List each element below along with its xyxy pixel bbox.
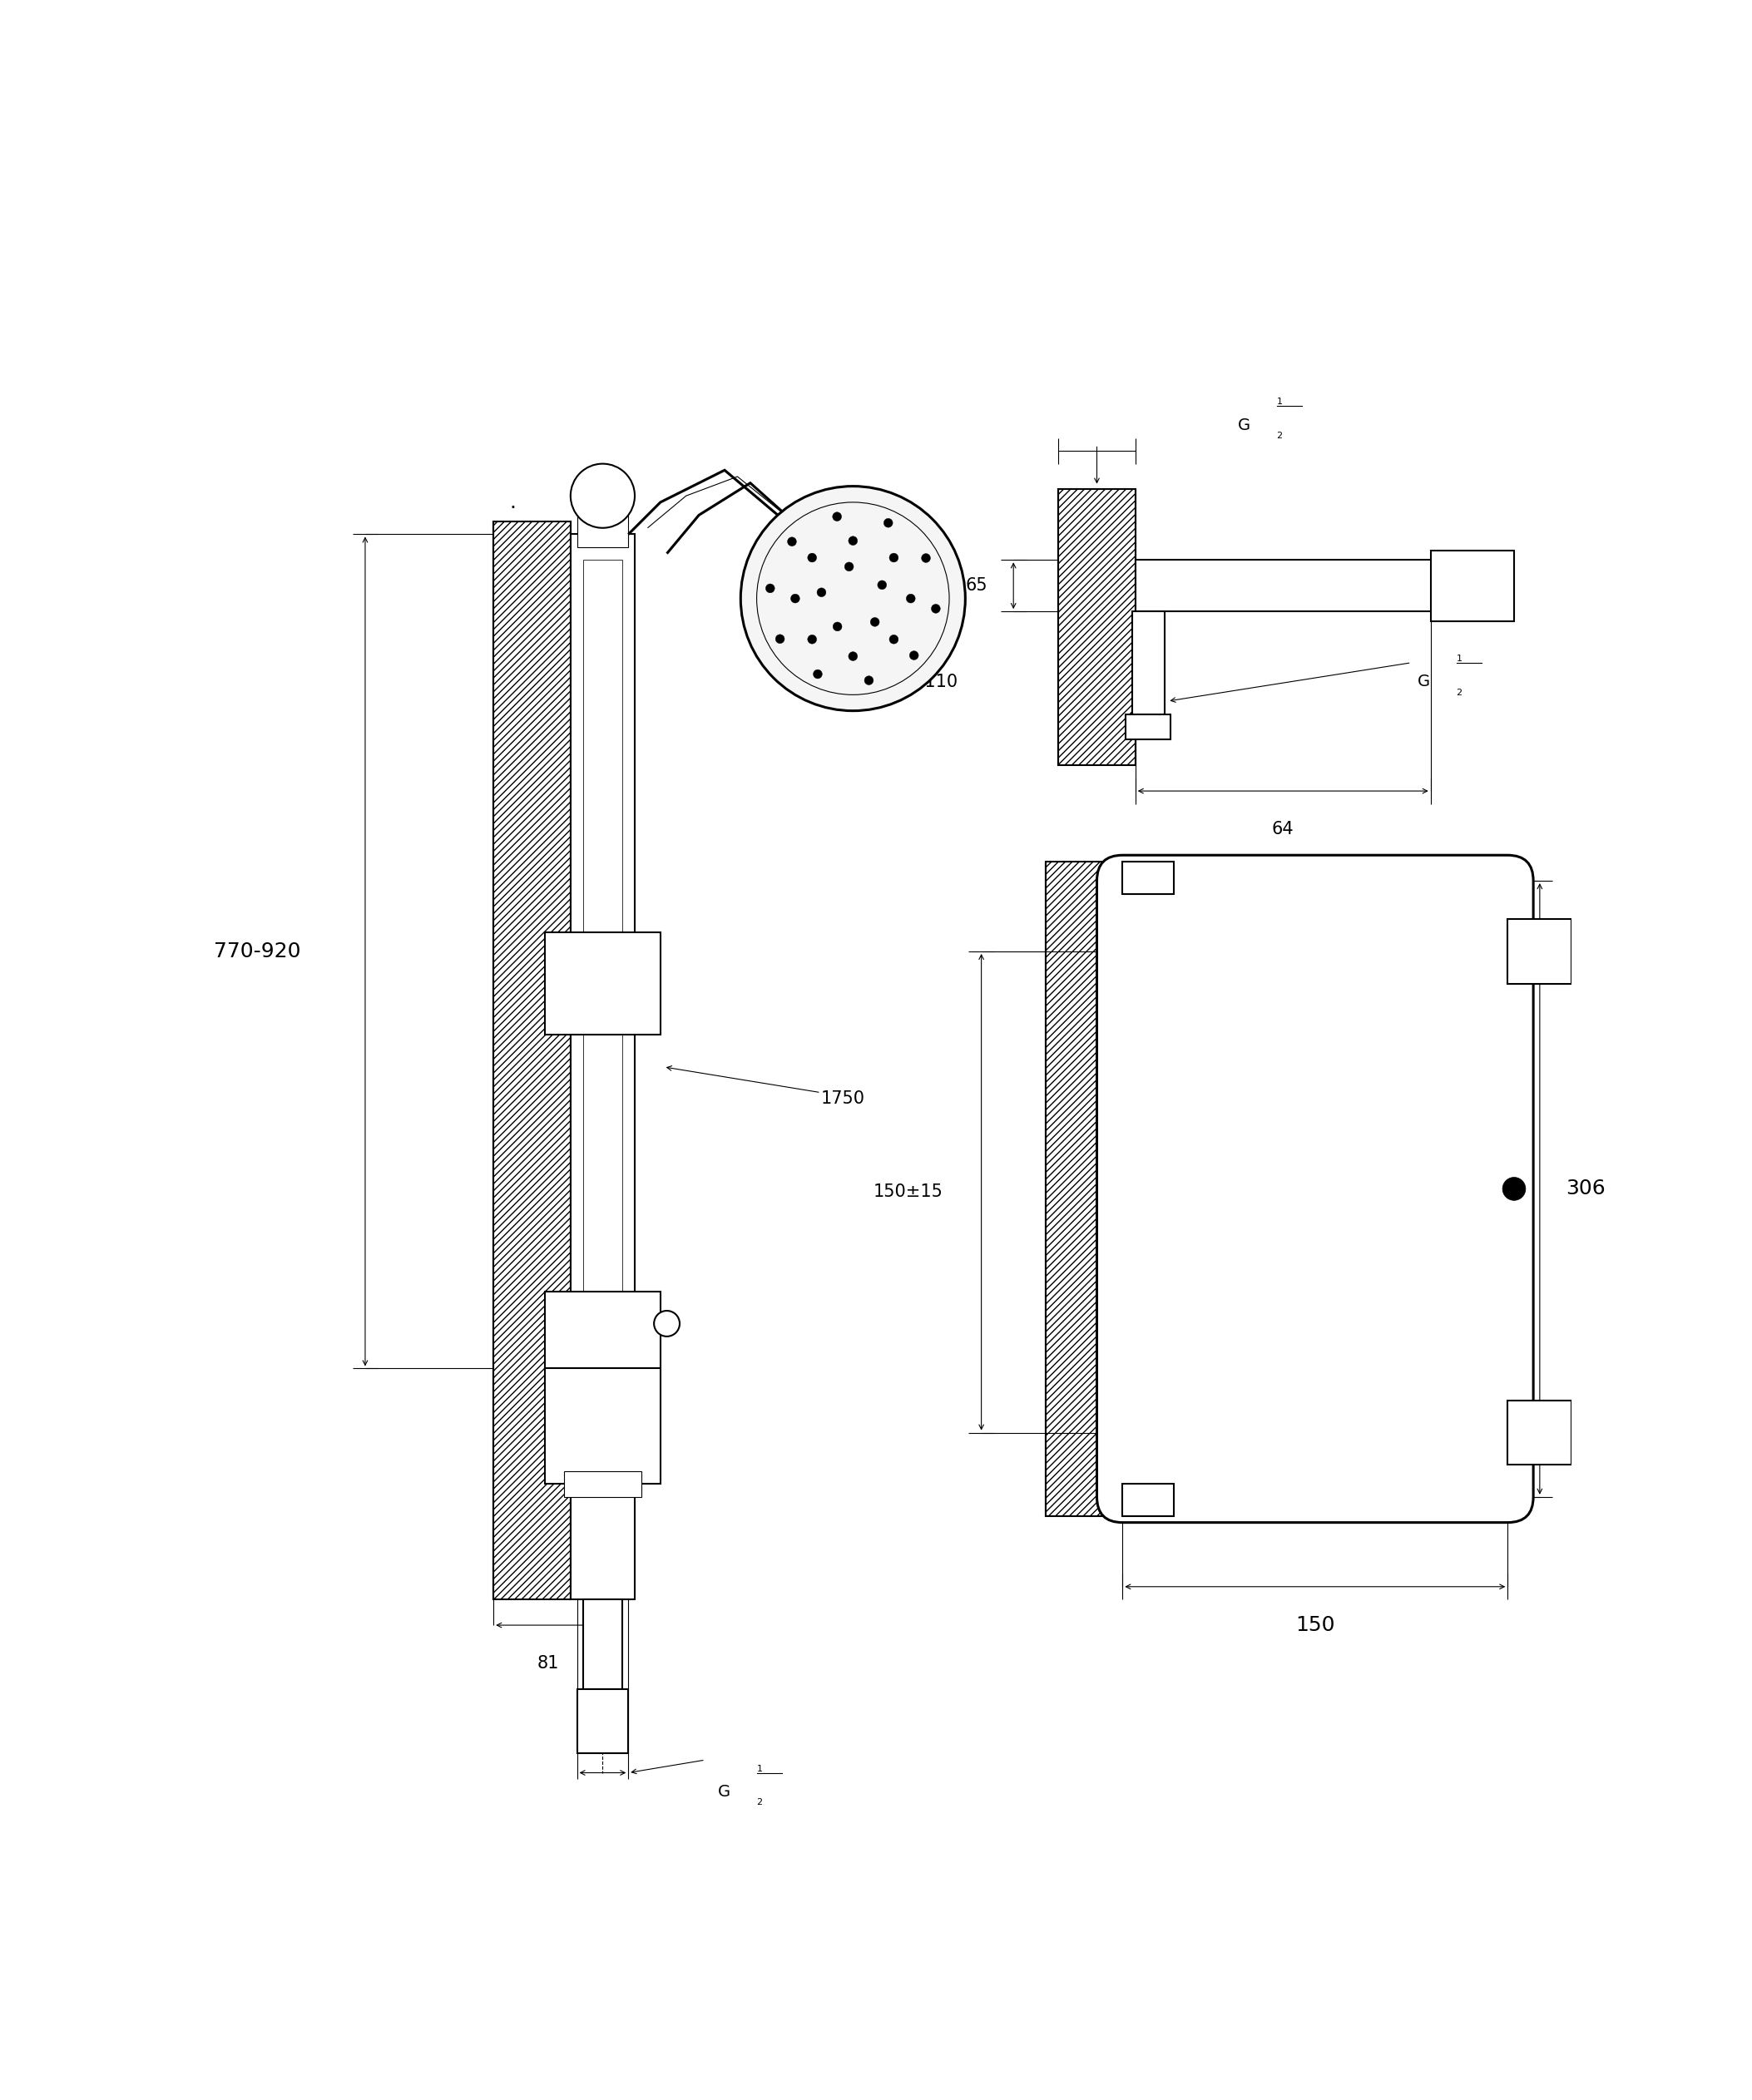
Bar — [1123, 861, 1174, 895]
Bar — [1135, 561, 1508, 611]
Bar — [576, 508, 629, 548]
Text: 2: 2 — [1456, 689, 1463, 697]
Text: 306: 306 — [1566, 1178, 1605, 1199]
Circle shape — [832, 512, 841, 521]
Bar — [545, 932, 661, 1035]
Circle shape — [808, 552, 816, 563]
Bar — [545, 1292, 661, 1369]
Circle shape — [909, 651, 918, 659]
Text: .: . — [510, 491, 517, 512]
Circle shape — [808, 634, 816, 645]
Bar — [1058, 489, 1135, 764]
Circle shape — [653, 1310, 680, 1336]
Bar — [545, 1369, 661, 1485]
Text: 1: 1 — [1277, 397, 1282, 405]
Bar — [1431, 550, 1514, 622]
Circle shape — [790, 594, 799, 603]
Circle shape — [932, 605, 941, 613]
Circle shape — [922, 554, 930, 563]
Text: 2: 2 — [1277, 433, 1282, 441]
Text: 112: 112 — [587, 1457, 618, 1472]
Bar — [576, 1688, 629, 1754]
Text: 2: 2 — [757, 1798, 762, 1806]
Circle shape — [883, 519, 894, 527]
Circle shape — [864, 676, 874, 685]
Circle shape — [766, 584, 774, 592]
Text: G: G — [1239, 418, 1251, 433]
Circle shape — [890, 552, 899, 563]
Circle shape — [787, 538, 797, 546]
Text: G: G — [718, 1785, 731, 1800]
Circle shape — [757, 502, 950, 695]
Circle shape — [844, 563, 853, 571]
Circle shape — [871, 617, 880, 626]
Circle shape — [832, 622, 843, 632]
Bar — [1132, 611, 1165, 714]
Text: 1: 1 — [1456, 655, 1463, 664]
Text: 1: 1 — [757, 1764, 762, 1772]
Bar — [583, 1600, 622, 1688]
Bar — [1123, 1485, 1174, 1516]
Text: 64: 64 — [1272, 821, 1295, 838]
Circle shape — [1503, 1178, 1526, 1201]
Text: 770-920: 770-920 — [214, 941, 301, 962]
FancyBboxPatch shape — [1097, 855, 1533, 1522]
Bar — [571, 533, 634, 1369]
Text: 81: 81 — [538, 1655, 559, 1672]
Text: G: G — [1417, 674, 1430, 689]
Bar — [494, 521, 571, 1600]
Circle shape — [816, 588, 825, 596]
Text: 1750: 1750 — [822, 1090, 865, 1107]
Circle shape — [848, 651, 857, 662]
Circle shape — [848, 536, 857, 546]
Bar — [1046, 861, 1123, 1516]
Circle shape — [571, 464, 634, 527]
Bar — [1508, 1401, 1572, 1466]
Bar — [583, 561, 622, 1342]
Text: 150±15: 150±15 — [872, 1184, 943, 1201]
Text: 150: 150 — [1295, 1615, 1335, 1636]
Circle shape — [776, 634, 785, 643]
Bar — [1508, 920, 1572, 983]
Bar — [1127, 714, 1170, 739]
Circle shape — [813, 670, 822, 678]
Circle shape — [741, 487, 965, 710]
Bar — [564, 1472, 641, 1497]
Circle shape — [878, 580, 887, 590]
Text: Ø110: Ø110 — [911, 674, 957, 691]
Circle shape — [890, 634, 899, 645]
Circle shape — [906, 594, 915, 603]
Bar — [571, 1485, 634, 1600]
Text: 65: 65 — [965, 578, 988, 594]
